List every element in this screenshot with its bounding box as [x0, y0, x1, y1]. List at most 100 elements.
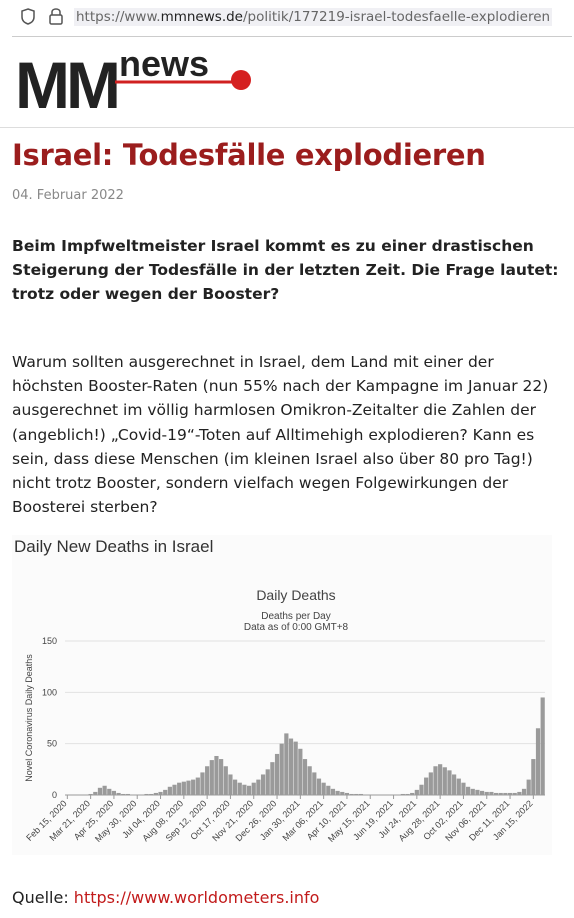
url-domain: mmnews.de	[160, 9, 243, 25]
chart-subtitle: Deaths per Day	[261, 611, 330, 622]
y-tick-label: 150	[42, 636, 57, 646]
article-body: Warum sollten ausgerechnet in Israel, de…	[12, 353, 549, 517]
url-prefix: https://www.	[76, 9, 161, 25]
bar	[219, 759, 224, 795]
bar	[330, 788, 336, 795]
bar	[298, 748, 303, 795]
chart-note: Data as of 0:00 GMT+8	[244, 622, 349, 633]
bar	[144, 793, 149, 795]
bar	[489, 791, 494, 795]
logo-main: MM	[15, 48, 117, 116]
bar	[223, 766, 228, 795]
bar	[312, 772, 317, 795]
bar	[121, 793, 126, 795]
bar	[195, 777, 200, 795]
bar	[191, 779, 196, 795]
source-link[interactable]: https://www.worldometers.info	[73, 888, 320, 907]
bar	[251, 782, 256, 795]
divider	[12, 36, 572, 37]
bar	[116, 792, 121, 795]
bar	[256, 779, 261, 795]
bar	[438, 764, 443, 795]
bar	[237, 782, 242, 795]
bar	[344, 792, 350, 795]
bar	[493, 792, 499, 795]
bar	[466, 786, 471, 795]
bar	[517, 791, 522, 795]
chart: Daily Deaths Deaths per Day Data as of 0…	[24, 587, 545, 844]
lock-icon[interactable]	[49, 14, 63, 25]
bar	[107, 788, 112, 795]
bar	[97, 787, 103, 795]
article-lead: Beim Impfweltmeister Israel kommt es zu …	[12, 237, 559, 303]
bar	[149, 793, 154, 795]
bar	[419, 784, 424, 795]
bar	[512, 792, 517, 795]
bar	[410, 792, 415, 795]
bar	[205, 766, 210, 795]
bar	[428, 772, 433, 795]
bar	[125, 793, 131, 795]
bar	[186, 780, 191, 795]
bar	[335, 790, 340, 795]
bar	[452, 774, 457, 795]
lock-shackle	[51, 8, 61, 15]
url-path: /politik/177219-israel-todesfaelle-explo…	[242, 9, 551, 25]
logo[interactable]: MM news	[15, 46, 265, 116]
bar	[400, 793, 405, 795]
bar	[316, 778, 322, 795]
divider	[0, 127, 574, 128]
bar	[274, 753, 280, 795]
bar	[358, 793, 364, 795]
bar	[535, 728, 541, 795]
url[interactable]: https://www.mmnews.de/politik/177219-isr…	[74, 8, 553, 26]
bar	[270, 762, 275, 795]
bar	[354, 793, 359, 795]
y-axis-label: Novel Coronavirus Daily Deaths	[24, 654, 34, 782]
bar	[424, 777, 429, 795]
bar	[209, 760, 214, 795]
bar	[102, 785, 107, 795]
chart-background	[12, 535, 552, 855]
bar	[540, 697, 545, 795]
bar	[242, 784, 247, 795]
article-date: 04. Februar 2022	[12, 188, 124, 203]
bar	[321, 782, 326, 795]
bar	[484, 791, 489, 795]
logo-sub: news	[119, 46, 209, 84]
logo-dot	[231, 70, 251, 90]
y-tick-label: 0	[52, 790, 57, 800]
bar	[414, 789, 419, 795]
bar	[167, 786, 172, 795]
bar	[531, 759, 536, 795]
bar	[214, 755, 219, 795]
bar	[340, 791, 345, 795]
bar	[88, 793, 93, 795]
bar	[265, 769, 270, 795]
bar	[158, 791, 163, 795]
bar	[163, 789, 168, 795]
bar	[284, 733, 289, 795]
bar	[326, 785, 331, 795]
bar	[172, 784, 177, 795]
bar	[288, 738, 294, 795]
chart-title: Daily Deaths	[256, 587, 335, 603]
shield-icon[interactable]	[21, 8, 35, 25]
bar	[526, 779, 531, 795]
bar	[307, 766, 312, 795]
bar	[475, 789, 480, 795]
source: Quelle: https://www.worldometers.info	[12, 888, 319, 907]
bar	[293, 741, 298, 795]
bar	[302, 759, 308, 795]
bar	[93, 791, 98, 795]
bar	[507, 792, 513, 795]
bar	[503, 792, 508, 795]
bar	[228, 774, 233, 795]
bar	[456, 778, 461, 795]
bar	[260, 774, 266, 795]
bar	[349, 793, 354, 795]
bar	[405, 793, 410, 795]
bar	[233, 779, 238, 795]
bar	[442, 767, 447, 795]
